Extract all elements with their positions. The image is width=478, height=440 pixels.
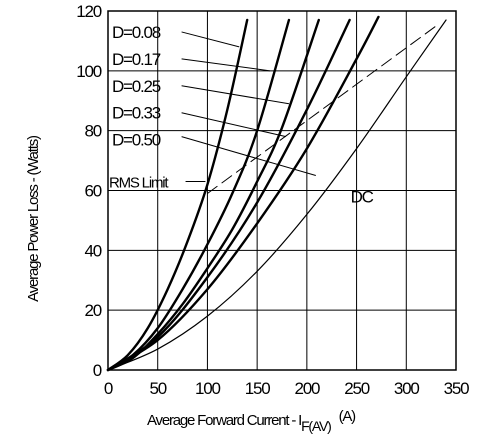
annotation-d-0-50: D=0.50 bbox=[112, 131, 161, 150]
y-tick-label: 80 bbox=[84, 122, 101, 141]
annotation-leaders bbox=[181, 31, 316, 183]
annotations: D=0.08 D=0.17 D=0.25 D=0.33 D=0.50 RMS Limit D… bbox=[109, 23, 375, 207]
x-tick-label: 300 bbox=[394, 379, 420, 398]
y-tick-label: 120 bbox=[76, 2, 102, 21]
series-line-d-0-25 bbox=[106, 18, 320, 372]
x-tick-label: 100 bbox=[195, 379, 221, 398]
leader-d-0-08 bbox=[181, 31, 240, 48]
x-axis-label-main: Average Forward Current - I bbox=[147, 412, 301, 429]
annotation-d-0-08: D=0.08 bbox=[112, 23, 161, 42]
leader-d-0-17 bbox=[181, 58, 271, 72]
x-tick-label: 0 bbox=[104, 379, 113, 398]
x-axis-label-unit: (A) bbox=[339, 408, 357, 425]
leader-d-0-33 bbox=[181, 112, 287, 138]
x-tick-label: 150 bbox=[245, 379, 271, 398]
x-tick-label: 350 bbox=[444, 379, 470, 398]
series-line-d-0-08 bbox=[106, 18, 249, 372]
x-axis-label: Average Forward Current - IF(AV) (A) bbox=[147, 408, 356, 434]
leader-d-0-25 bbox=[181, 85, 290, 105]
y-tick-label: 60 bbox=[84, 182, 101, 201]
series-layer bbox=[106, 15, 447, 372]
x-tick-label: 250 bbox=[344, 379, 370, 398]
annotation-d-0-17: D=0.17 bbox=[112, 50, 161, 69]
y-tick-label: 20 bbox=[84, 301, 101, 320]
y-tick-label: 100 bbox=[76, 62, 102, 81]
y-tick-label: 0 bbox=[93, 361, 102, 380]
series-line-rms-limit bbox=[206, 25, 437, 194]
annotation-rms-limit: RMS Limit bbox=[109, 175, 169, 192]
x-tick-label: 200 bbox=[294, 379, 320, 398]
plot-frame bbox=[107, 10, 457, 371]
annotation-d-0-33: D=0.33 bbox=[112, 104, 161, 123]
series-line-d-0-33 bbox=[106, 18, 351, 372]
annotation-d-0-25: D=0.25 bbox=[112, 77, 161, 96]
series-line-d-0-50 bbox=[106, 15, 380, 372]
grid bbox=[108, 11, 456, 370]
y-axis-label: Average Power Loss - (Watts) bbox=[25, 135, 42, 302]
y-tick-label: 40 bbox=[84, 241, 101, 260]
series-line-dc bbox=[107, 19, 447, 371]
annotation-dc: DC bbox=[351, 187, 374, 206]
y-tick-labels: 0 20 40 60 80 100 120 bbox=[76, 2, 103, 380]
leader-d-0-50 bbox=[181, 136, 316, 177]
x-tick-label: 50 bbox=[149, 379, 166, 398]
x-tick-labels: 0 50 100 150 200 250 300 350 bbox=[104, 379, 470, 398]
x-axis-label-subscript: F(AV) bbox=[301, 418, 331, 434]
